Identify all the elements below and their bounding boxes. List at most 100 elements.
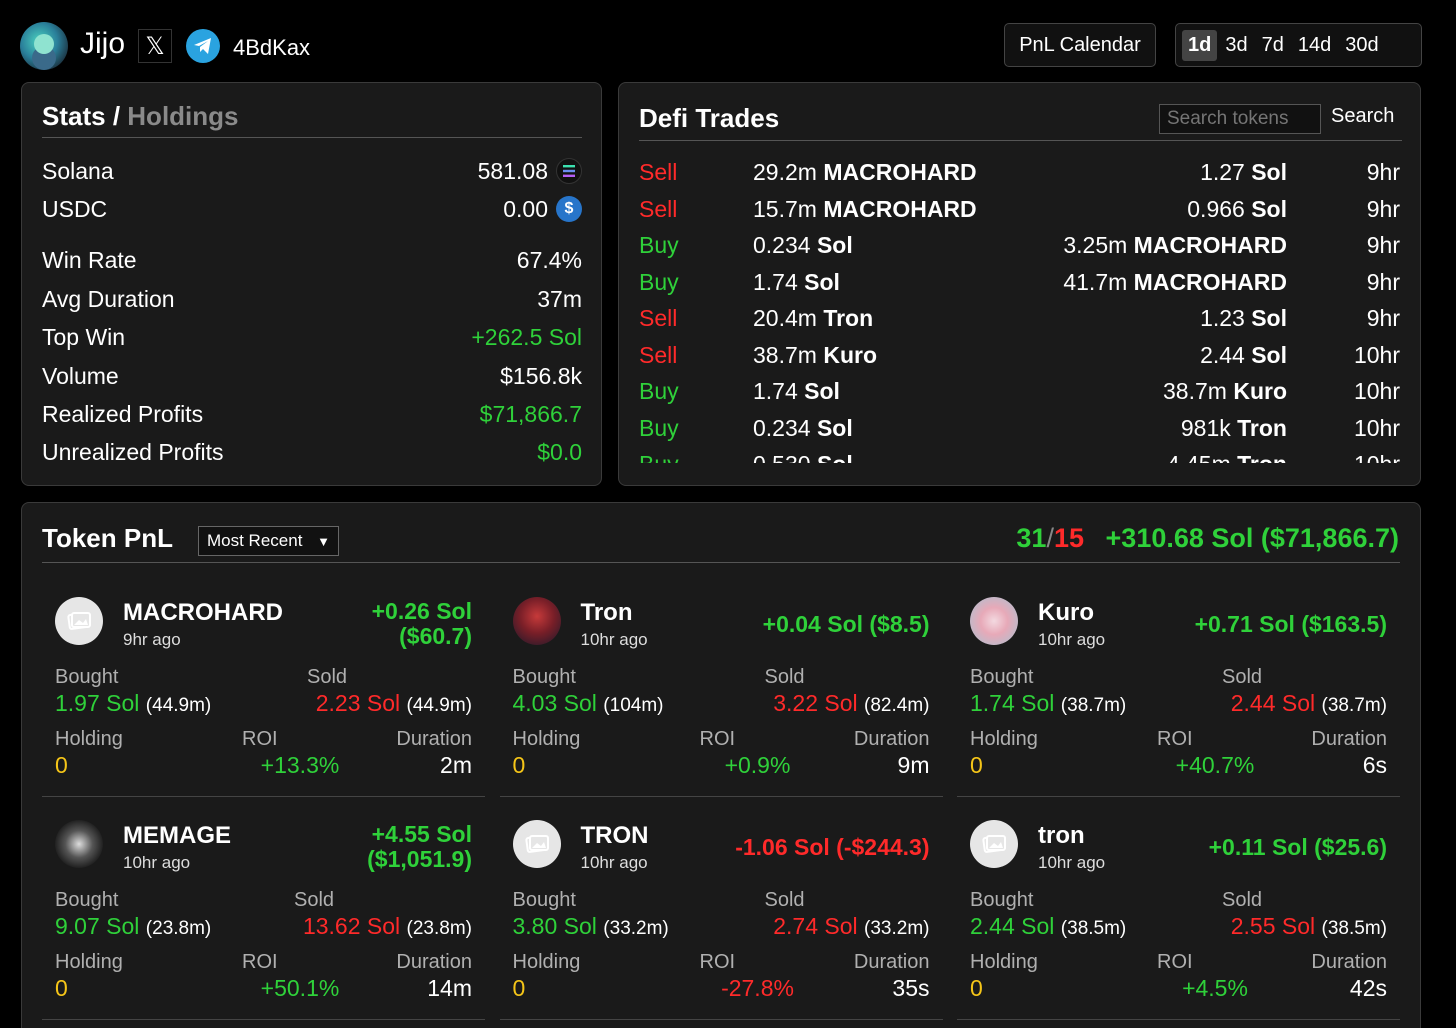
token-age: 10hr ago xyxy=(580,630,648,649)
sold-label: Sold xyxy=(1222,666,1263,688)
stat-value: $156.8k xyxy=(500,362,582,389)
range-30d-button[interactable]: 30d xyxy=(1345,33,1379,56)
token-name[interactable]: MEMAGE xyxy=(123,822,231,849)
trade-side: Buy xyxy=(639,451,679,463)
roi-label: ROI xyxy=(1157,951,1193,973)
stats-panel: Stats / Holdings Solana 581.08 USDC 0.00… xyxy=(21,82,602,486)
token-pnl: +0.04 Sol ($8.5) xyxy=(762,611,930,637)
sold-label: Sold xyxy=(294,889,335,911)
roi-label: ROI xyxy=(699,728,736,750)
holding-value: 0 xyxy=(512,975,526,1001)
range-1d-button[interactable]: 1d xyxy=(1182,29,1218,61)
token-name[interactable]: tron xyxy=(1038,822,1085,849)
trade-row[interactable]: Buy 1.74 Sol 38.7m Kuro 10hr xyxy=(639,374,1402,410)
sort-dropdown[interactable]: Most Recent ▼ xyxy=(198,526,339,556)
trade-row[interactable]: Sell 20.4m Tron 1.23 Sol 9hr xyxy=(639,301,1402,337)
token-name[interactable]: Tron xyxy=(580,599,633,626)
trades-list[interactable]: Sell 29.2m MACROHARD 1.27 Sol 9hr Sell 15.7m … xyxy=(639,155,1402,463)
trade-row[interactable]: Buy 1.74 Sol 41.7m MACROHARD 9hr xyxy=(639,265,1402,301)
token-pnl: +4.55 Sol ($1,051.9) xyxy=(367,821,472,872)
trade-received: 4.45m Tron xyxy=(1167,451,1287,463)
trade-time: 9hr xyxy=(1366,159,1400,185)
roi-label: ROI xyxy=(242,951,278,973)
stat-label: Unrealized Profits xyxy=(42,438,224,465)
stat-label: Solana xyxy=(42,157,114,184)
token-card[interactable]: tron 10hr ago +0.11 Sol ($25.6) Bought 2.44 … xyxy=(957,810,1400,1020)
holdings-tab[interactable]: Holdings xyxy=(127,101,239,131)
trade-row[interactable]: Buy 0.234 Sol 3.25m MACROHARD 9hr xyxy=(639,228,1402,264)
roi-value: -27.8% xyxy=(721,975,794,1001)
token-card[interactable]: MACROHARD 9hr ago +0.26 Sol ($60.7) Bought 1.… xyxy=(42,587,485,797)
sold-value: 2.74 Sol (33.2m) xyxy=(773,913,930,939)
token-pnl: -1.06 Sol (-$244.3) xyxy=(735,834,930,860)
win-loss-separator: / xyxy=(1046,523,1054,553)
stat-label: Top Win xyxy=(42,323,126,350)
stat-unrealized-profits: Unrealized Profits $0.0 xyxy=(42,436,582,468)
token-card[interactable]: TRON 10hr ago -1.06 Sol (-$244.3) Bought 3.8… xyxy=(499,810,943,1020)
trade-time: 9hr xyxy=(1366,195,1400,222)
avatar[interactable] xyxy=(20,22,68,70)
trade-time: 10hr xyxy=(1353,378,1400,404)
range-14d-button[interactable]: 14d xyxy=(1297,33,1332,56)
trade-side: Sell xyxy=(639,305,678,331)
stat-label: Avg Duration xyxy=(42,285,175,312)
search-tokens-input[interactable] xyxy=(1159,104,1321,134)
token-pnl: +0.11 Sol ($25.6) xyxy=(1208,834,1387,860)
telegram-icon[interactable] xyxy=(186,29,220,63)
trade-received: 41.7m MACROHARD xyxy=(1063,268,1287,295)
token-pnl-title: Token PnL xyxy=(42,523,173,553)
holding-value: 0 xyxy=(512,752,526,778)
stat-value: +262.5 Sol xyxy=(471,323,582,350)
trade-received: 1.23 Sol xyxy=(1200,305,1287,331)
trade-side: Buy xyxy=(639,232,679,258)
token-name[interactable]: Kuro xyxy=(1038,599,1094,626)
trade-side: Sell xyxy=(639,341,678,368)
trade-side: Sell xyxy=(639,159,678,185)
sold-value: 2.44 Sol (38.7m) xyxy=(1230,690,1387,716)
duration-value: 2m xyxy=(440,752,472,778)
pnl-calendar-button[interactable]: PnL Calendar xyxy=(1004,23,1156,67)
search-button[interactable]: Search xyxy=(1331,105,1395,127)
holding-value: 0 xyxy=(970,752,983,778)
token-card[interactable]: Tron 10hr ago +0.04 Sol ($8.5) Bought 4.03 S… xyxy=(499,587,943,797)
range-3d-button[interactable]: 3d xyxy=(1225,33,1248,56)
token-name[interactable]: TRON xyxy=(580,822,649,849)
trade-side: Buy xyxy=(639,414,679,441)
token-card[interactable]: MEMAGE 10hr ago +4.55 Sol ($1,051.9) Bought 9… xyxy=(42,810,485,1020)
trade-time: 10hr xyxy=(1353,341,1400,368)
trade-time: 9hr xyxy=(1366,232,1400,258)
token-card[interactable]: Kuro 10hr ago +0.71 Sol ($163.5) Bought 1.74… xyxy=(957,587,1400,797)
bought-label: Bought xyxy=(55,889,119,911)
wallet-address[interactable]: 4BdKax xyxy=(233,35,311,60)
duration-label: Duration xyxy=(1311,728,1387,750)
trade-row[interactable]: Sell 15.7m MACROHARD 0.966 Sol 9hr xyxy=(639,192,1402,228)
token-name[interactable]: MACROHARD xyxy=(123,599,283,626)
usdc-icon: $ xyxy=(556,196,582,222)
holding-label: Holding xyxy=(970,728,1038,750)
sold-label: Sold xyxy=(764,889,805,911)
win-count: 31 xyxy=(1016,523,1047,553)
divider xyxy=(42,796,485,797)
stats-title-row: Stats / Holdings xyxy=(42,101,239,132)
trade-spent: 0.234 Sol xyxy=(753,414,853,441)
trade-spent: 1.74 Sol xyxy=(753,268,840,295)
user-name[interactable]: Jijo xyxy=(80,27,126,60)
holding-label: Holding xyxy=(55,951,123,973)
trade-received: 981k Tron xyxy=(1180,414,1287,441)
tab-separator: / xyxy=(112,101,121,131)
trade-row[interactable]: Buy 0.530 Sol 4.45m Tron 10hr xyxy=(639,447,1402,463)
range-7d-button[interactable]: 7d xyxy=(1261,33,1284,56)
trade-row[interactable]: Buy 0.234 Sol 981k Tron 10hr xyxy=(639,411,1402,447)
bought-label: Bought xyxy=(512,889,576,911)
trade-spent: 0.530 Sol xyxy=(753,451,853,463)
trade-row[interactable]: Sell 29.2m MACROHARD 1.27 Sol 9hr xyxy=(639,155,1402,191)
stat-usdc: USDC 0.00 $ xyxy=(42,193,582,225)
stat-label: Realized Profits xyxy=(42,400,204,427)
caret-down-icon: ▼ xyxy=(317,533,330,549)
token-image xyxy=(55,820,103,868)
trade-received: 38.7m Kuro xyxy=(1163,378,1287,404)
duration-label: Duration xyxy=(1311,951,1387,973)
stats-tab[interactable]: Stats xyxy=(42,101,106,131)
x-twitter-icon[interactable]: 𝕏 xyxy=(138,29,172,63)
trade-row[interactable]: Sell 38.7m Kuro 2.44 Sol 10hr xyxy=(639,338,1402,374)
